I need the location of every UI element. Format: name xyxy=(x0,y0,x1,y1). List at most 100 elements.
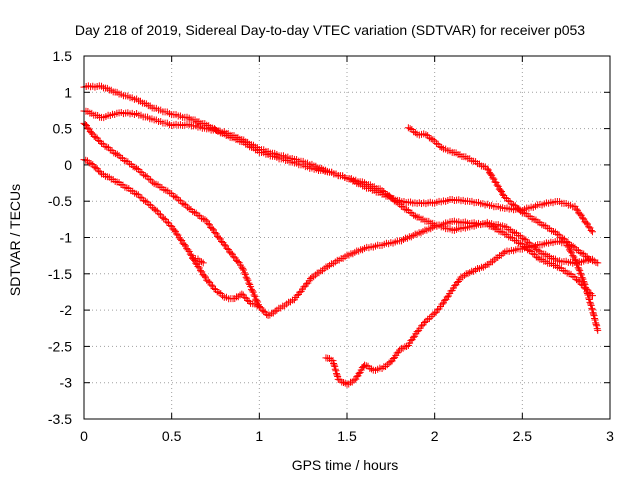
data-point xyxy=(213,288,221,296)
data-point xyxy=(590,310,598,318)
data-point xyxy=(403,206,411,214)
data-point xyxy=(207,281,215,289)
data-point xyxy=(215,234,223,242)
data-point xyxy=(594,259,602,267)
data-point xyxy=(184,246,192,254)
data-point xyxy=(383,191,391,199)
data-point xyxy=(534,254,542,262)
data-point xyxy=(576,267,584,275)
data-point xyxy=(170,226,178,234)
data-point xyxy=(499,249,507,257)
data-point xyxy=(238,290,246,298)
data-point xyxy=(210,285,218,293)
data-point xyxy=(318,267,326,275)
y-axis-label: SDTVAR / TECUs xyxy=(7,184,23,296)
data-point xyxy=(250,291,258,299)
data-point xyxy=(567,247,575,255)
data-point xyxy=(201,273,209,281)
data-point xyxy=(310,273,318,281)
data-point xyxy=(271,307,279,315)
data-point xyxy=(568,249,576,257)
data-point xyxy=(573,246,581,254)
data-point xyxy=(382,190,390,198)
data-point xyxy=(585,255,593,263)
data-point xyxy=(180,200,188,208)
x-tick-label: 0 xyxy=(80,428,88,444)
x-tick-label: 1.5 xyxy=(337,428,357,444)
data-point xyxy=(197,258,205,266)
data-point xyxy=(133,190,141,198)
data-point xyxy=(578,274,586,282)
data-point xyxy=(572,257,580,265)
data-point xyxy=(329,260,337,268)
data-point xyxy=(87,159,95,167)
data-point xyxy=(215,289,223,297)
data-point xyxy=(396,346,404,354)
data-point xyxy=(325,261,333,269)
data-point xyxy=(85,159,93,167)
data-point xyxy=(378,364,386,372)
data-point xyxy=(504,197,512,205)
series-track-b xyxy=(80,107,596,267)
data-point xyxy=(593,325,601,333)
data-point xyxy=(366,364,374,372)
data-point xyxy=(180,241,188,249)
data-point xyxy=(460,271,468,279)
series-track-f xyxy=(404,124,602,267)
data-point xyxy=(431,309,439,317)
data-point xyxy=(569,242,577,250)
data-point xyxy=(176,235,184,243)
data-point xyxy=(339,379,347,387)
data-point xyxy=(378,187,386,195)
data-point xyxy=(150,180,158,188)
data-point xyxy=(591,316,599,324)
series-track-g xyxy=(189,254,207,267)
data-point xyxy=(397,202,405,210)
data-point xyxy=(404,124,412,132)
data-point xyxy=(133,165,141,173)
data-point xyxy=(332,367,340,375)
data-point xyxy=(140,171,148,179)
data-point xyxy=(578,214,586,222)
data-point xyxy=(197,214,205,222)
data-point xyxy=(220,241,228,249)
data-point xyxy=(464,270,472,278)
data-point xyxy=(411,212,419,220)
data-point xyxy=(341,253,349,261)
data-point xyxy=(383,361,391,369)
data-point xyxy=(186,250,194,258)
data-point xyxy=(510,201,518,209)
data-point xyxy=(141,197,149,205)
data-point xyxy=(399,344,407,352)
data-point xyxy=(113,150,121,158)
data-point xyxy=(584,291,592,299)
data-point xyxy=(420,319,428,327)
y-tick-label: 1.5 xyxy=(53,48,73,64)
data-point xyxy=(553,230,561,238)
data-point xyxy=(95,167,103,175)
data-point xyxy=(566,241,574,249)
data-point xyxy=(487,170,495,178)
data-point xyxy=(557,233,565,241)
data-points xyxy=(80,82,602,388)
data-point xyxy=(331,362,339,370)
data-point xyxy=(529,250,537,258)
data-point xyxy=(330,360,338,368)
data-point xyxy=(242,273,250,281)
data-point xyxy=(587,301,595,309)
data-point xyxy=(90,132,98,140)
data-point xyxy=(532,253,540,261)
data-point xyxy=(234,258,242,266)
data-point xyxy=(574,277,582,285)
data-point xyxy=(580,279,588,287)
data-point xyxy=(587,227,595,235)
data-point xyxy=(392,198,400,206)
data-point xyxy=(410,128,418,136)
data-point xyxy=(166,222,174,230)
data-point xyxy=(190,208,198,216)
data-point xyxy=(307,275,315,283)
data-point xyxy=(513,204,521,212)
data-point xyxy=(266,311,274,319)
data-point xyxy=(587,255,595,263)
data-point xyxy=(517,207,525,215)
